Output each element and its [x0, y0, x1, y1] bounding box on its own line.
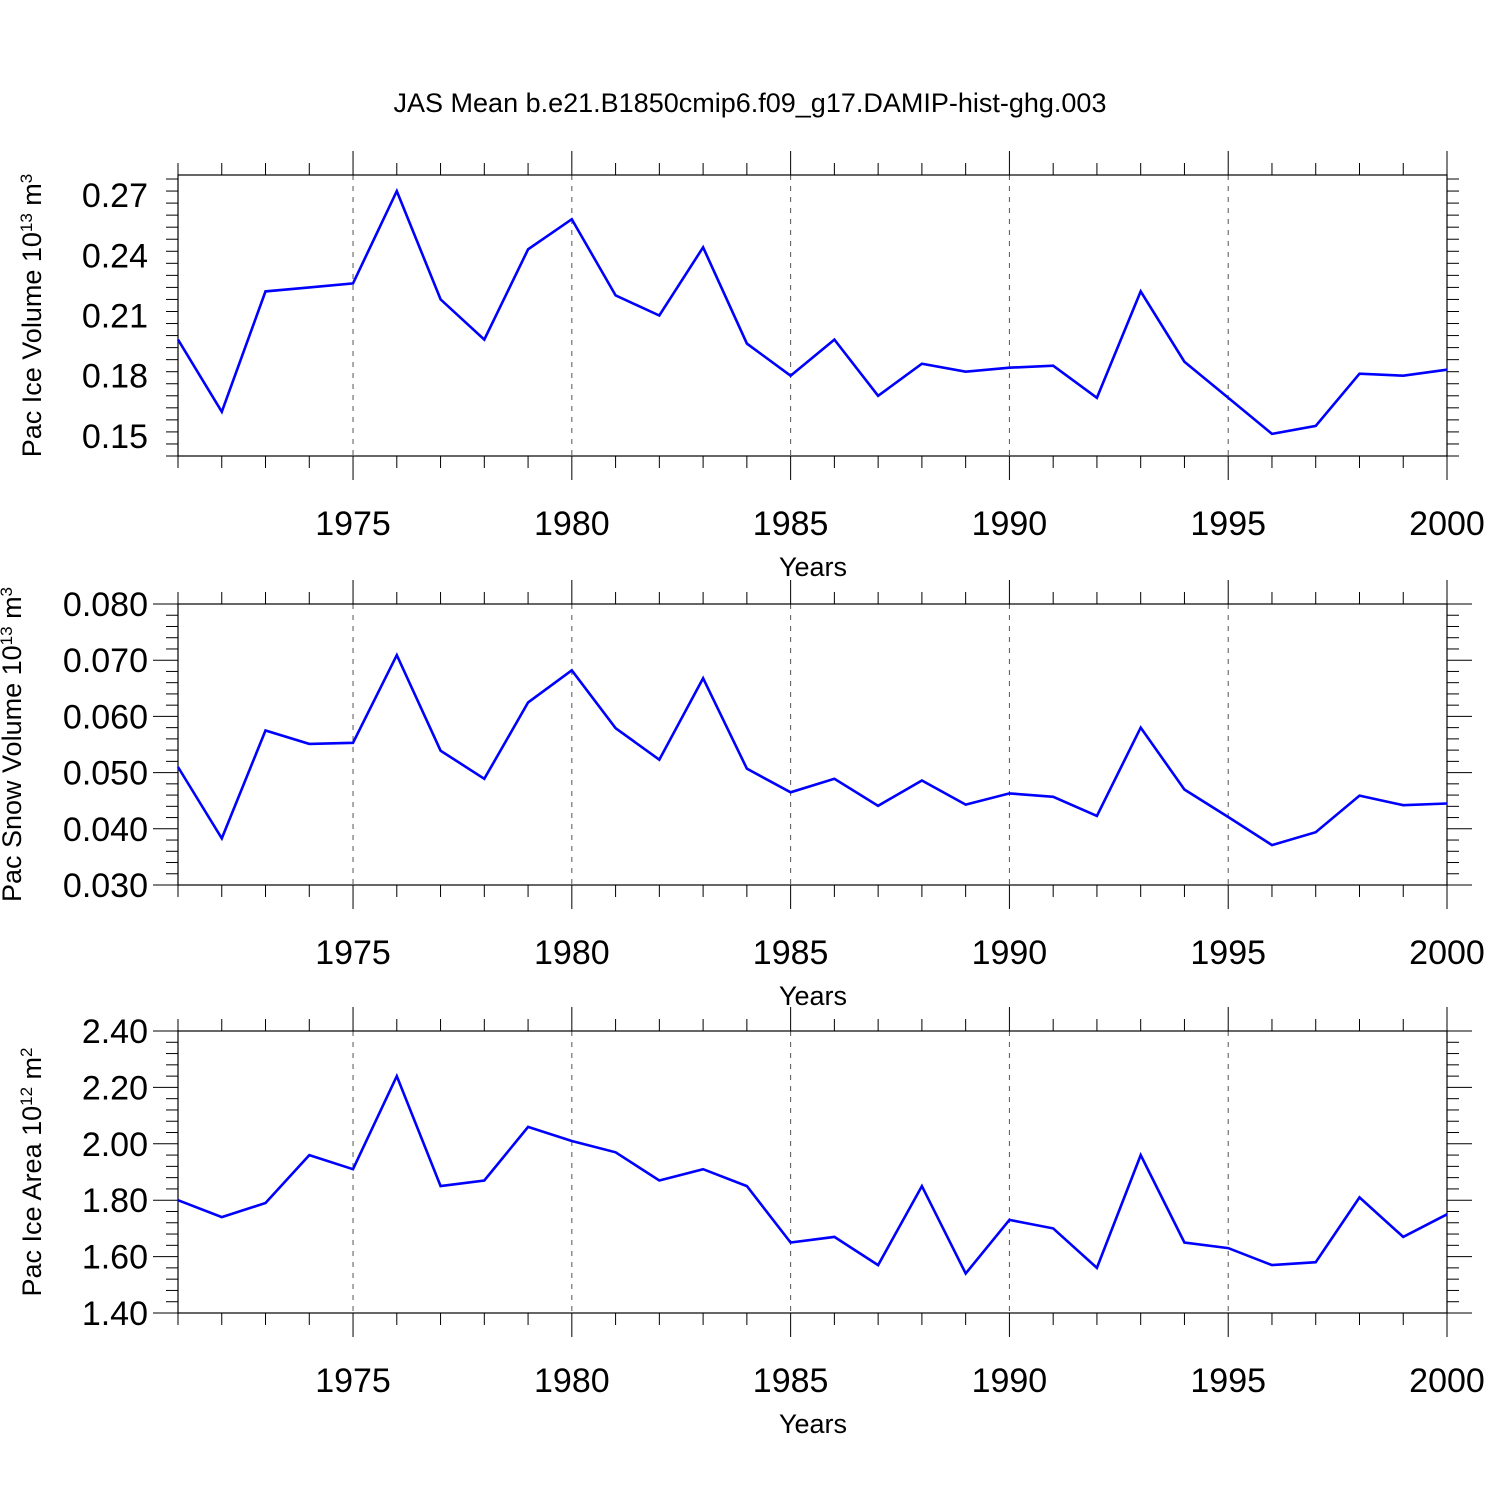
- y-tick-label: 1.80: [82, 1182, 148, 1220]
- y-tick-label: 0.070: [63, 642, 148, 680]
- y-axis-label-superscript: 13: [17, 213, 36, 232]
- x-tick-label: 1985: [753, 505, 829, 543]
- y-axis-label-part: m: [0, 596, 27, 626]
- x-tick-label: 1990: [972, 505, 1048, 543]
- x-axis-label: Years: [779, 552, 847, 582]
- chart-panel-2: 0.030 0.040 0.050 0.060 0.070 0.080 1975 1980 19…: [0, 580, 1485, 1011]
- y-axis-label-part: Pac Ice Volume 10: [17, 232, 47, 457]
- y-axis-label-superscript: 2: [17, 1047, 36, 1056]
- x-tick-label: 1975: [315, 505, 391, 543]
- x-tick-label: 2000: [1409, 505, 1485, 543]
- y-axis-label-part: m: [17, 1057, 47, 1087]
- x-tick-label: 1975: [315, 1362, 391, 1400]
- x-tick-label: 1995: [1190, 934, 1266, 972]
- y-tick-label: 0.27: [82, 177, 148, 215]
- y-tick-label: 1.40: [82, 1295, 148, 1333]
- x-tick-label: 2000: [1409, 1362, 1485, 1400]
- x-tick-label: 1980: [534, 1362, 610, 1400]
- y-tick-label: 0.050: [63, 755, 148, 793]
- plot-frame: [177, 1030, 1448, 1314]
- x-tick-label: 1985: [753, 1362, 829, 1400]
- x-tick-label: 1990: [972, 934, 1048, 972]
- x-tick-label: 1980: [534, 505, 610, 543]
- y-tick-label: 2.20: [82, 1069, 148, 1107]
- y-axis-label: Pac Ice Area 1012 m2: [17, 1047, 48, 1296]
- y-axis-label-part: m: [17, 183, 47, 213]
- y-tick-label: 2.00: [82, 1126, 148, 1164]
- x-axis-label: Years: [779, 981, 847, 1011]
- y-axis-label-superscript: 3: [0, 587, 16, 596]
- data-line: [176, 187, 1448, 436]
- y-axis-label-superscript: 13: [0, 626, 16, 645]
- x-tick-label: 1995: [1190, 505, 1266, 543]
- plot-frame: [177, 603, 1448, 886]
- y-axis-label: Pac Ice Volume 1013 m3: [17, 174, 48, 458]
- y-axis-label-superscript: 3: [17, 174, 36, 183]
- plot-frame: [177, 174, 1448, 457]
- x-tick-label: 1980: [534, 934, 610, 972]
- chart-panel-3: 1.40 1.60 1.80 2.00 2.20 2.40 1975 1980 1985 1990…: [17, 1007, 1485, 1439]
- y-axis-label-part: Pac Ice Area 10: [17, 1106, 47, 1297]
- y-axis-label-superscript: 12: [17, 1087, 36, 1106]
- y-tick-label: 0.030: [63, 867, 148, 905]
- y-tick-label: 0.060: [63, 698, 148, 736]
- y-tick-label: 0.080: [63, 586, 148, 624]
- x-tick-label: 1985: [753, 934, 829, 972]
- x-tick-label: 1975: [315, 934, 391, 972]
- data-line: [177, 1072, 1448, 1276]
- y-tick-label: 2.40: [82, 1013, 148, 1051]
- y-axis-label-part: Pac Snow Volume 10: [0, 645, 27, 902]
- y-tick-label: 0.18: [82, 358, 148, 396]
- chart-title: JAS Mean b.e21.B1850cmip6.f09_g17.DAMIP-…: [394, 88, 1107, 118]
- x-axis-label: Years: [779, 1409, 847, 1439]
- y-tick-label: 0.24: [82, 237, 148, 275]
- x-tick-label: 1990: [972, 1362, 1048, 1400]
- data-line: [176, 652, 1448, 847]
- x-tick-label: 2000: [1409, 934, 1485, 972]
- y-tick-label: 0.040: [63, 811, 148, 849]
- y-tick-label: 0.21: [82, 298, 148, 336]
- y-tick-label: 1.60: [82, 1239, 148, 1277]
- y-axis-label: Pac Snow Volume 1013 m3: [0, 587, 27, 902]
- y-tick-label: 0.15: [82, 418, 148, 456]
- x-tick-label: 1995: [1190, 1362, 1266, 1400]
- chart-panel-1: 0.15 0.18 0.21 0.24 0.27 1975 1980 1985 1990 1995…: [17, 151, 1485, 582]
